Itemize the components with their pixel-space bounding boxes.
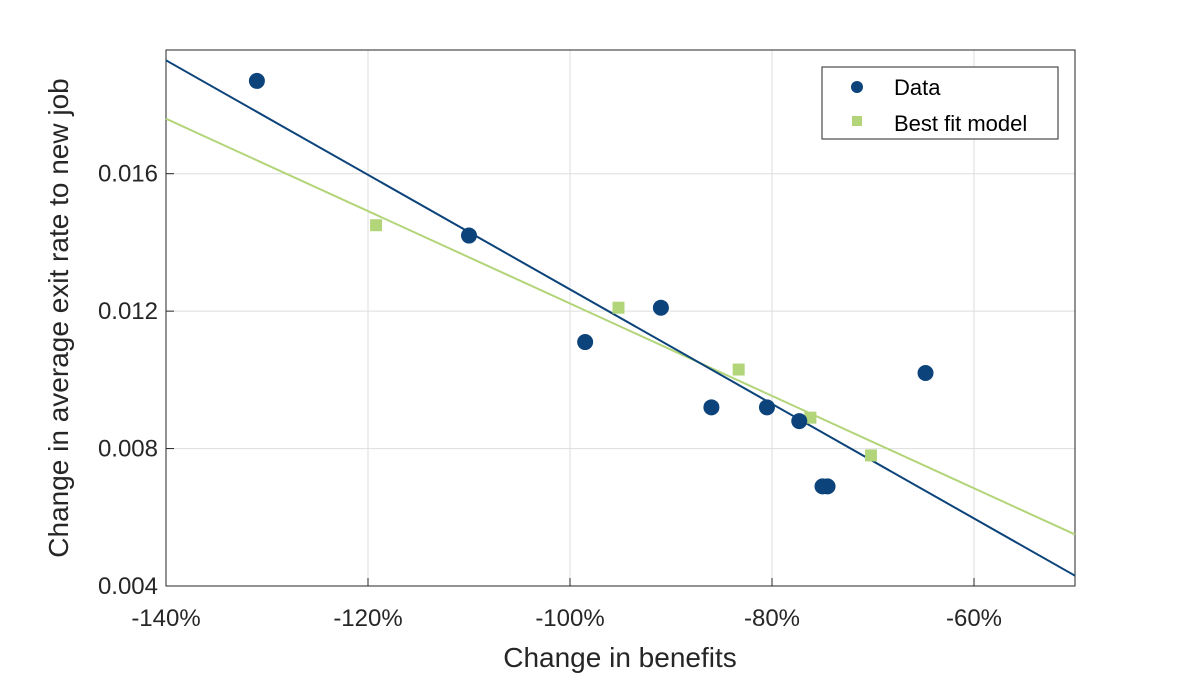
data-point [652,299,669,316]
y-tick-label: 0.008 [98,436,158,463]
model-point [370,219,383,232]
y-axis-ticks: 0.004 0.008 0.012 0.016 [98,161,174,600]
fit-line-data [165,59,1076,577]
y-tick-label: 0.004 [98,573,158,600]
model-point [804,411,817,424]
y-axis-title: Change in average exit rate to new job [43,78,74,557]
legend-label-best-fit-model: Best fit model [894,111,1027,136]
data-point [917,364,934,381]
legend: Data Best fit model [821,66,1059,140]
plot-frame [165,49,1076,587]
legend-box [821,66,1059,140]
fit-lines [165,59,1076,577]
y-tick-label: 0.016 [98,161,158,188]
x-axis-ticks: -140% -120% -100% -80% -60% [131,578,1002,632]
data-point [461,227,477,244]
x-tick-label: -100% [535,605,604,632]
x-axis-title: Change in benefits [503,642,737,673]
data-point [703,399,720,416]
data-point [758,399,775,416]
data-point [248,72,265,89]
legend-label-data: Data [894,75,941,100]
data-point [791,413,808,430]
x-tick-label: -140% [131,605,200,632]
legend-marker-data [851,81,863,93]
fit-line-best-fit-model [165,117,1076,536]
model-point [732,363,745,376]
x-tick-label: -120% [333,605,402,632]
x-tick-label: -80% [744,605,800,632]
data-point [819,478,836,495]
legend-marker-best-fit-model [852,116,862,126]
model-point [612,301,625,314]
x-tick-label: -60% [946,605,1002,632]
y-tick-label: 0.012 [98,298,158,325]
model-point [864,449,877,462]
data-points [248,72,934,495]
data-point [577,334,594,351]
